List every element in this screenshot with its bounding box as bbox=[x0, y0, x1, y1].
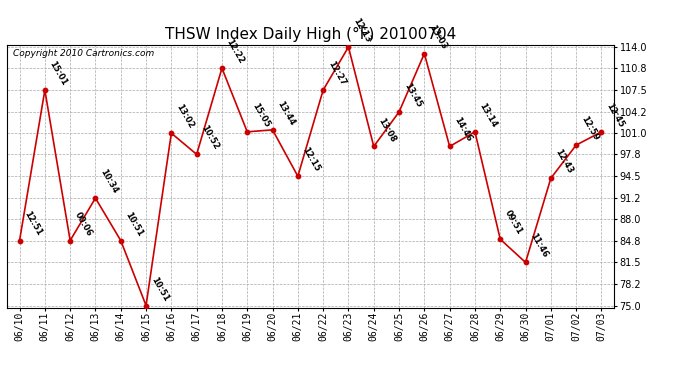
Point bbox=[444, 143, 455, 149]
Point bbox=[39, 87, 50, 93]
Text: 13:44: 13:44 bbox=[275, 99, 297, 127]
Text: Copyright 2010 Cartronics.com: Copyright 2010 Cartronics.com bbox=[13, 49, 155, 58]
Point bbox=[571, 142, 582, 148]
Text: 15:01: 15:01 bbox=[48, 60, 69, 87]
Point bbox=[495, 236, 506, 242]
Text: 00:06: 00:06 bbox=[73, 210, 94, 238]
Point bbox=[141, 303, 152, 309]
Text: 10:34: 10:34 bbox=[98, 168, 119, 195]
Point bbox=[241, 129, 253, 135]
Point bbox=[115, 237, 126, 243]
Point bbox=[14, 237, 25, 243]
Title: THSW Index Daily High (°F) 20100704: THSW Index Daily High (°F) 20100704 bbox=[165, 27, 456, 42]
Point bbox=[267, 127, 278, 133]
Point bbox=[293, 173, 304, 179]
Point bbox=[596, 129, 607, 135]
Point bbox=[469, 129, 480, 135]
Text: 10:52: 10:52 bbox=[199, 124, 221, 152]
Point bbox=[368, 143, 380, 149]
Text: 13:02: 13:02 bbox=[174, 103, 195, 130]
Text: 13:03: 13:03 bbox=[427, 23, 449, 51]
Point bbox=[191, 152, 202, 157]
Text: 12:51: 12:51 bbox=[22, 210, 43, 238]
Point bbox=[343, 44, 354, 50]
Text: 12:22: 12:22 bbox=[225, 38, 246, 65]
Point bbox=[166, 130, 177, 136]
Text: 09:51: 09:51 bbox=[503, 209, 524, 237]
Text: 12:59: 12:59 bbox=[579, 115, 600, 142]
Text: 10:51: 10:51 bbox=[149, 275, 170, 303]
Point bbox=[393, 109, 404, 115]
Point bbox=[419, 51, 430, 57]
Text: 13:45: 13:45 bbox=[402, 81, 423, 109]
Text: 10:51: 10:51 bbox=[124, 210, 145, 238]
Text: 12:15: 12:15 bbox=[301, 146, 322, 174]
Point bbox=[545, 175, 556, 181]
Text: 13:14: 13:14 bbox=[477, 101, 499, 129]
Point bbox=[217, 65, 228, 71]
Text: 12:13: 12:13 bbox=[351, 16, 373, 44]
Point bbox=[65, 237, 76, 243]
Text: 12:45: 12:45 bbox=[604, 101, 625, 129]
Point bbox=[90, 195, 101, 201]
Text: 12:27: 12:27 bbox=[326, 60, 347, 87]
Text: 13:08: 13:08 bbox=[377, 116, 397, 144]
Point bbox=[520, 260, 531, 266]
Text: 12:43: 12:43 bbox=[553, 148, 575, 176]
Text: 15:05: 15:05 bbox=[250, 101, 271, 129]
Text: 11:46: 11:46 bbox=[529, 232, 549, 260]
Text: 14:46: 14:46 bbox=[453, 116, 473, 144]
Point bbox=[317, 87, 328, 93]
